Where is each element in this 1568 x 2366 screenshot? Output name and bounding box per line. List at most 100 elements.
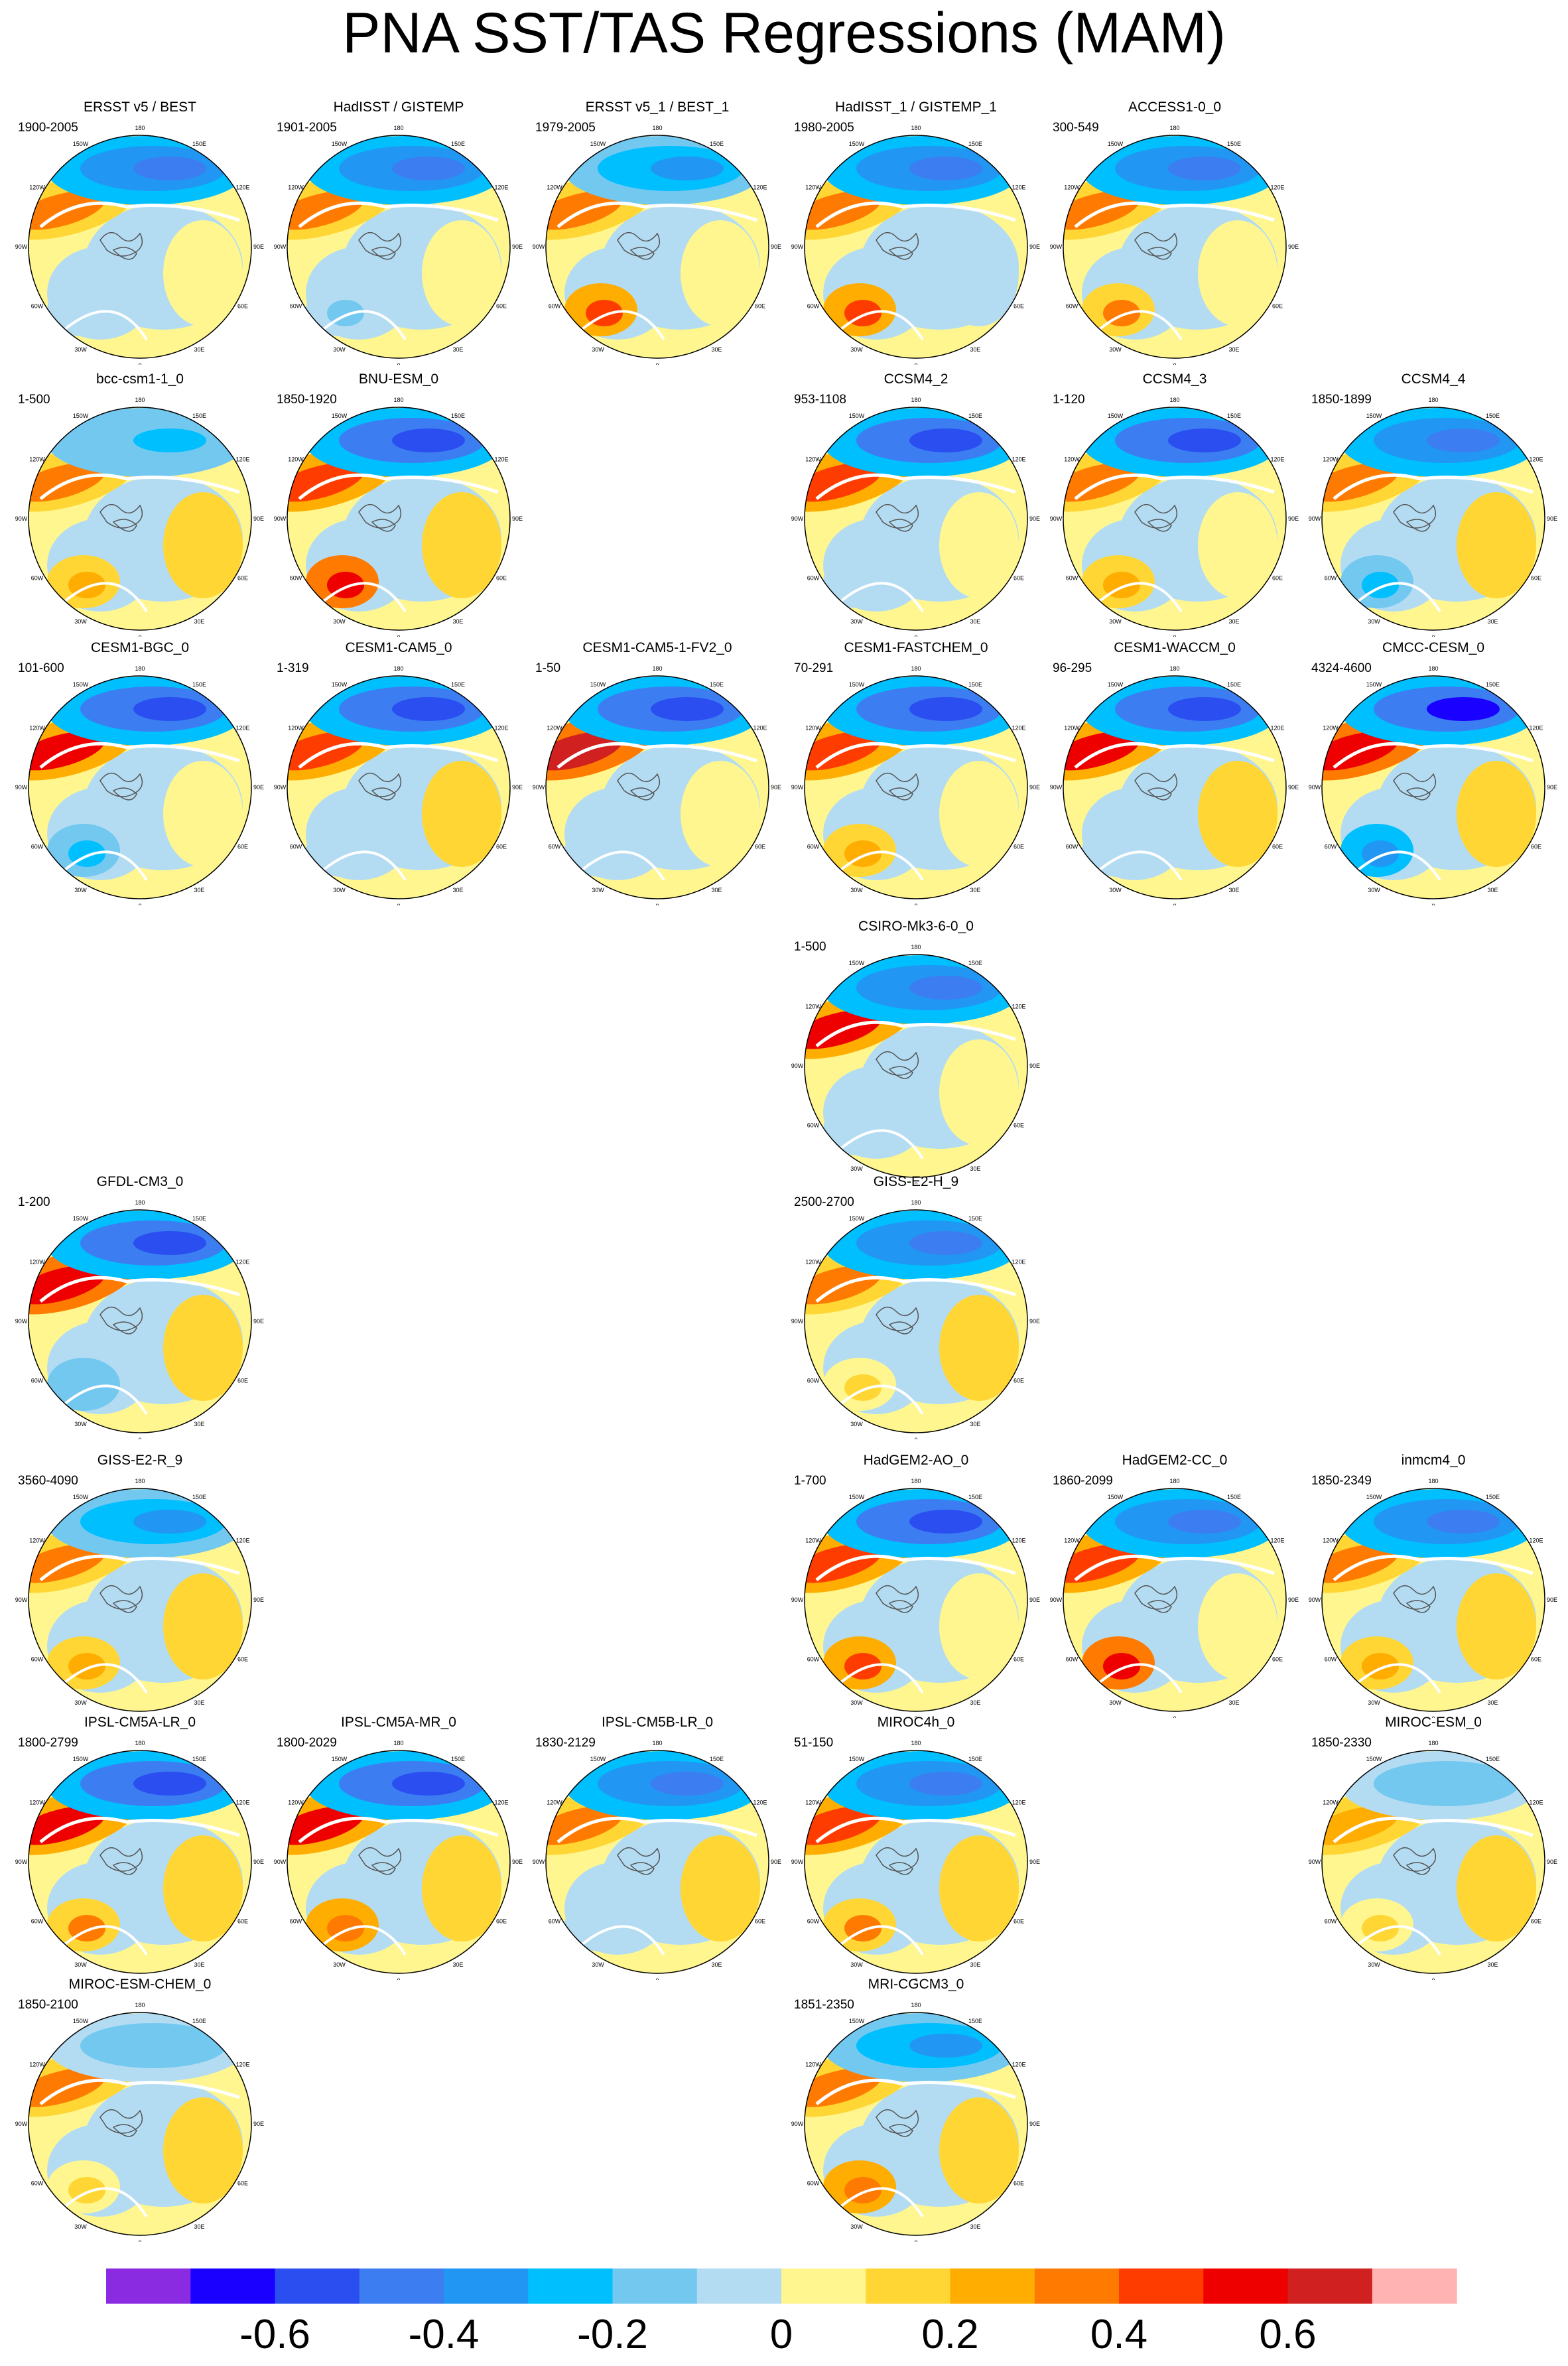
polar-map: 180 150E 120E 90E 60E 30E 0 30W 60W 90W 120W 150W bbox=[15, 2002, 264, 2242]
field-pacific-core bbox=[1168, 697, 1241, 721]
longitude-label: 30E bbox=[1228, 1699, 1239, 1706]
longitude-label: 120E bbox=[235, 1538, 249, 1544]
panel-years: 1-700 bbox=[794, 1474, 826, 1488]
longitude-label: 60E bbox=[1013, 1378, 1024, 1384]
longitude-label: 120E bbox=[753, 725, 767, 732]
panel-years: 1850-2349 bbox=[1311, 1474, 1372, 1488]
field-eurasia bbox=[1198, 220, 1277, 326]
longitude-label: 0 bbox=[1173, 634, 1176, 637]
longitude-label: 90W bbox=[1309, 1597, 1321, 1603]
field-pacific-core bbox=[392, 1772, 465, 1796]
coastline-atlantic bbox=[59, 850, 148, 882]
field-eurasia bbox=[681, 761, 760, 867]
longitude-label: 180 bbox=[1169, 665, 1179, 672]
longitude-label: 90W bbox=[274, 515, 287, 522]
longitude-label: 150E bbox=[968, 681, 982, 688]
longitude-label: 90W bbox=[533, 243, 545, 250]
longitude-label: 60E bbox=[1013, 2180, 1024, 2187]
coastline-arctic-islands bbox=[888, 247, 913, 260]
longitude-label: 30E bbox=[1487, 887, 1498, 893]
field-pacific-core bbox=[392, 428, 465, 452]
coastline-arctic-islands bbox=[888, 519, 913, 532]
polar-map: 180 150E 120E 90E 60E 30E 0 30W 60W 90W 120W 150W bbox=[274, 665, 523, 905]
longitude-label: 0 bbox=[138, 2239, 141, 2242]
longitude-label: 60W bbox=[807, 1918, 820, 1925]
panel-title: IPSL-CM5A-LR_0 bbox=[84, 1715, 196, 1730]
coastline-arctic-islands bbox=[888, 1862, 913, 1875]
longitude-label: 60E bbox=[1013, 303, 1024, 310]
longitude-label: 150E bbox=[968, 141, 982, 147]
colorbar-swatch bbox=[612, 2268, 698, 2304]
longitude-label: 120E bbox=[1012, 456, 1025, 463]
longitude-label: 90W bbox=[533, 1859, 545, 1865]
map-panel: 180 150E 120E 90E 60E 30E 0 30W 60W 90W 120W 150W IP… bbox=[527, 1715, 787, 1980]
map-frame bbox=[28, 2012, 252, 2236]
longitude-label: 30E bbox=[711, 346, 722, 353]
longitude-label: 30E bbox=[194, 1699, 204, 1706]
colorbar-tick-label: 0 bbox=[770, 2312, 793, 2357]
polar-map: 180 150E 120E 90E 60E 30E 0 30W 60W 90W 120W 150W bbox=[15, 1740, 264, 1980]
longitude-label: 30W bbox=[1109, 887, 1122, 893]
longitude-label: 150E bbox=[192, 1215, 206, 1222]
field-alaska-core bbox=[805, 731, 882, 771]
longitude-label: 150W bbox=[849, 960, 865, 966]
coastline-atlantic bbox=[59, 310, 148, 341]
longitude-label: 30E bbox=[970, 346, 980, 353]
coastline-arctic-islands bbox=[1393, 1585, 1437, 1610]
coastline-pacific bbox=[815, 2078, 1016, 2105]
longitude-label: 90E bbox=[1029, 1597, 1040, 1603]
longitude-label: 90E bbox=[1029, 1318, 1040, 1325]
longitude-label: 150W bbox=[849, 2018, 865, 2024]
panel-title: HadISST_1 / GISTEMP_1 bbox=[835, 99, 997, 115]
longitude-label: 120W bbox=[1323, 725, 1339, 732]
polar-map: 180 150E 120E 90E 60E 30E 0 30W 60W 90W 120W 150W bbox=[533, 1740, 781, 1980]
coastline-arctic-islands bbox=[99, 1306, 143, 1331]
panel-title: CSIRO-Mk3-6-0_0 bbox=[858, 919, 974, 934]
longitude-label: 150E bbox=[710, 681, 724, 688]
panel-years: 1860-2099 bbox=[1053, 1474, 1113, 1488]
longitude-label: 60W bbox=[807, 1378, 820, 1384]
longitude-label: 150E bbox=[968, 413, 982, 419]
longitude-label: 60W bbox=[1066, 575, 1078, 582]
colorbar-tick-label: -0.2 bbox=[577, 2312, 648, 2357]
colorbar: -0.6 -0.4 -0.2 0 0.2 0.4 0.6 bbox=[106, 2268, 1457, 2357]
longitude-label: 90W bbox=[791, 515, 804, 522]
longitude-label: 0 bbox=[914, 2239, 917, 2242]
coastline-arctic-islands bbox=[112, 1600, 137, 1613]
coastline-pacific bbox=[556, 1816, 757, 1843]
panel-title: CESM1-WACCM_0 bbox=[1114, 640, 1236, 655]
field-pacific-core bbox=[909, 976, 982, 1000]
field-eurasia bbox=[681, 220, 760, 326]
longitude-label: 150W bbox=[1108, 141, 1124, 147]
longitude-label: 0 bbox=[397, 634, 400, 637]
longitude-label: 30E bbox=[1228, 346, 1239, 353]
longitude-label: 120E bbox=[1012, 1800, 1025, 1806]
polar-map: 180 150E 120E 90E 60E 30E 0 30W 60W 90W 120W 150W bbox=[1050, 397, 1299, 637]
longitude-label: 30E bbox=[970, 618, 980, 625]
field-eurasia bbox=[1198, 761, 1277, 867]
map-frame bbox=[1321, 1488, 1545, 1712]
map-panel: 180 150E 120E 90E 60E 30E 0 30W 60W 90W 120W 150W BN… bbox=[269, 371, 529, 637]
longitude-label: 120W bbox=[1064, 456, 1080, 463]
longitude-label: 30W bbox=[850, 887, 863, 893]
longitude-label: 120W bbox=[29, 725, 45, 732]
longitude-label: 120E bbox=[1012, 184, 1025, 191]
panel-years: 1800-2799 bbox=[18, 1736, 78, 1750]
longitude-label: 0 bbox=[914, 903, 917, 905]
coastline-arctic-islands bbox=[1134, 1585, 1178, 1610]
field-pacific-core bbox=[1168, 428, 1241, 452]
field-eurasia bbox=[939, 1835, 1019, 1941]
field-eurasia bbox=[163, 1835, 243, 1941]
colorbar-tick-label: 0.6 bbox=[1259, 2312, 1316, 2357]
field-alaska-core bbox=[1063, 1544, 1140, 1583]
longitude-label: 90W bbox=[15, 515, 28, 522]
longitude-label: 30W bbox=[74, 1699, 87, 1706]
polar-map: 180 150E 120E 90E 60E 30E 0 30W 60W 90W 120W 150W bbox=[15, 125, 264, 365]
panel-title: GISS-E2-R_9 bbox=[97, 1453, 183, 1468]
longitude-label: 0 bbox=[397, 1977, 400, 1980]
longitude-label: 60W bbox=[31, 303, 44, 310]
longitude-label: 30W bbox=[333, 346, 346, 353]
longitude-label: 120W bbox=[29, 2062, 45, 2068]
longitude-label: 30W bbox=[333, 887, 346, 893]
longitude-label: 90W bbox=[1309, 515, 1321, 522]
